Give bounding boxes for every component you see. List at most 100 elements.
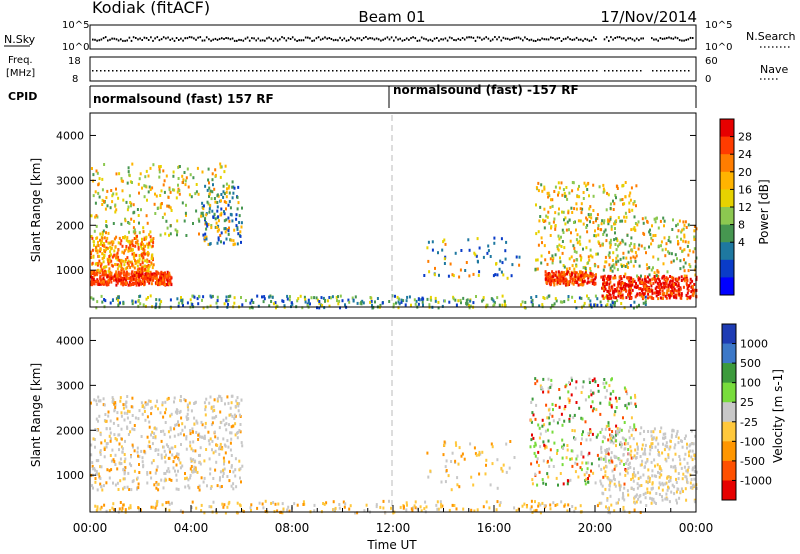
echo-cell	[235, 217, 238, 221]
echo-cell	[390, 506, 392, 510]
echo-cell	[239, 423, 242, 426]
echo-cell	[609, 397, 612, 401]
colorbar-tick-label: 16	[738, 183, 752, 196]
echo-cell	[619, 484, 622, 488]
echo-cell	[135, 241, 138, 245]
echo-cell	[102, 242, 105, 245]
echo-cell	[558, 396, 561, 400]
echo-cell	[147, 269, 150, 273]
echo-cell	[554, 503, 557, 507]
echo-cell	[650, 242, 653, 246]
echo-cell	[546, 459, 549, 463]
echo-cell	[657, 486, 660, 490]
echo-cell	[145, 269, 148, 273]
echo-cell	[110, 277, 113, 280]
echo-cell	[549, 257, 552, 261]
echo-cell	[576, 233, 579, 237]
echo-cell	[141, 282, 144, 285]
echo-cell	[442, 240, 445, 244]
echo-cell	[107, 262, 110, 266]
nsky-point	[201, 39, 204, 42]
echo-cell	[434, 299, 437, 303]
freq-point	[596, 70, 598, 72]
freq-point	[512, 70, 514, 72]
echo-cell	[212, 477, 215, 480]
echo-cell	[582, 266, 585, 270]
echo-cell	[599, 244, 602, 248]
echo-cell	[676, 284, 679, 288]
echo-cell	[625, 283, 628, 287]
echo-cell	[443, 440, 446, 444]
echo-cell	[573, 429, 576, 433]
nsky-point	[360, 39, 363, 42]
echo-cell	[191, 427, 194, 431]
echo-cell	[615, 260, 618, 264]
echo-cell	[518, 263, 521, 267]
echo-cell	[223, 170, 226, 174]
echo-cell	[168, 271, 171, 275]
nsky-point	[560, 40, 563, 42]
freq-point	[636, 70, 638, 72]
echo-cell	[139, 263, 142, 267]
echo-cell	[592, 194, 595, 198]
echo-cell	[159, 302, 162, 306]
echo-cell	[442, 453, 445, 457]
echo-cell	[614, 301, 616, 304]
freq-point	[612, 70, 614, 72]
echo-cell	[609, 433, 611, 437]
echo-cell	[102, 260, 105, 264]
echo-cell	[536, 457, 539, 461]
echo-cell	[608, 401, 611, 405]
echo-cell	[90, 256, 93, 259]
echo-cell	[229, 294, 232, 298]
echo-cell	[582, 197, 585, 200]
echo-cell	[121, 189, 124, 193]
echo-cell	[184, 399, 187, 403]
echo-cell	[240, 441, 243, 445]
nsky-point	[485, 36, 487, 39]
nsky-point	[515, 36, 518, 39]
echo-cell	[120, 265, 123, 269]
freq-point	[540, 70, 542, 72]
echo-cell	[679, 296, 682, 300]
echo-cell	[610, 225, 613, 229]
echo-cell	[580, 416, 583, 420]
echo-cell	[182, 304, 184, 307]
echo-cell	[580, 296, 583, 300]
x-tick-label: 08:00	[275, 521, 310, 535]
echo-cell	[238, 221, 241, 224]
echo-cell	[631, 288, 634, 292]
echo-cell	[616, 286, 619, 290]
echo-cell	[629, 396, 632, 400]
echo-cell	[542, 296, 545, 299]
echo-cell	[240, 225, 243, 229]
echo-cell	[214, 168, 217, 172]
echo-cell	[569, 457, 572, 461]
echo-cell	[611, 269, 614, 273]
cpid-panel: CPID normalsound (fast) 157 RF normalsou…	[8, 83, 697, 108]
echo-cell	[234, 468, 237, 472]
echo-cell	[623, 283, 625, 287]
echo-cell	[638, 484, 641, 488]
echo-cell	[606, 303, 609, 307]
echo-cell	[227, 229, 230, 233]
echo-cell	[599, 401, 602, 405]
echo-cell	[126, 236, 129, 240]
echo-cell	[173, 427, 176, 431]
echo-cell	[662, 293, 665, 297]
echo-cell	[229, 206, 232, 210]
echo-cell	[679, 267, 682, 271]
echo-cell	[157, 453, 160, 456]
echo-cell	[596, 504, 599, 508]
echo-cell	[426, 246, 429, 250]
echo-cell	[139, 302, 142, 306]
echo-cell	[609, 266, 612, 270]
echo-cell	[194, 449, 197, 453]
echo-cell	[566, 509, 569, 513]
echo-cell	[91, 278, 93, 282]
echo-cell	[668, 500, 671, 504]
nsky-point	[107, 39, 109, 42]
echo-cell	[434, 266, 436, 270]
echo-cell	[114, 210, 117, 214]
echo-cell	[224, 230, 227, 234]
